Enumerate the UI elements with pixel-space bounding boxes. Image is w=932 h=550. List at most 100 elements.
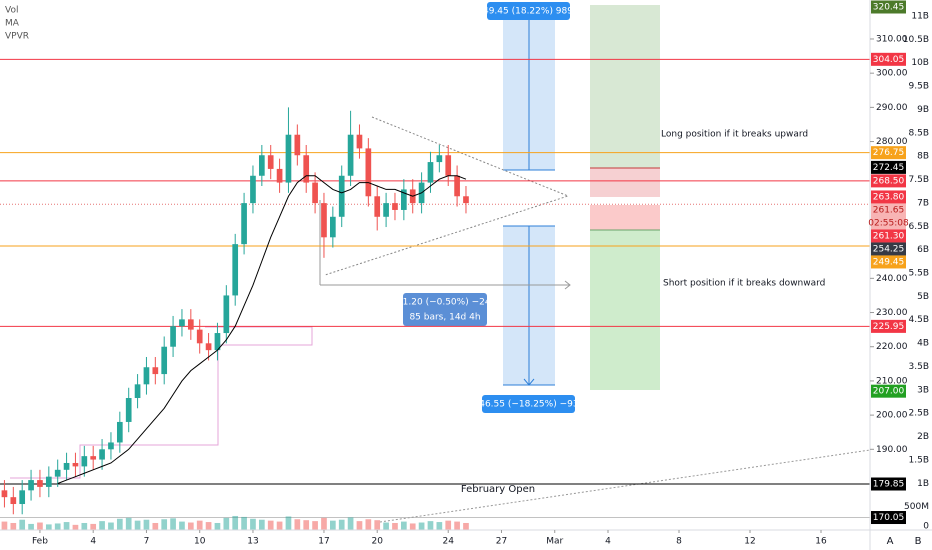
- y-tick-label: 240.00: [876, 274, 908, 284]
- candle-body: [81, 456, 88, 467]
- price-badge: [871, 0, 906, 14]
- axis-button[interactable]: A: [887, 536, 894, 547]
- volume-bar: [179, 521, 185, 530]
- short-stop: [590, 205, 660, 230]
- y-tick-label: 190.00: [876, 445, 908, 455]
- trend-line: [379, 449, 871, 523]
- y2-tick-label: 8.5B: [909, 128, 930, 138]
- long-stop: [590, 168, 660, 197]
- y2-tick-label: 2.5B: [909, 409, 930, 419]
- y2-tick-label: 9.5B: [909, 82, 930, 92]
- volume-bar: [356, 521, 363, 530]
- candle-body: [294, 134, 301, 156]
- y-tick-label: 230.00: [876, 308, 908, 318]
- candle-body: [427, 162, 434, 183]
- y-tick-label: 310.00: [876, 34, 908, 44]
- volume-bar: [463, 522, 469, 530]
- y2-tick-label: 3B: [917, 385, 929, 395]
- price-badge-label: 268.50: [873, 176, 905, 186]
- y2-tick-label: 10B: [911, 58, 929, 68]
- volume-bar: [116, 518, 123, 530]
- price-badge-label: 304.05: [873, 55, 905, 65]
- volume-bar: [276, 521, 283, 530]
- volume-bar: [10, 522, 17, 530]
- candle-body: [436, 155, 443, 163]
- candle-body: [28, 480, 34, 491]
- y2-tick-label: 4B: [917, 339, 929, 349]
- volume-bar: [143, 519, 150, 530]
- price-badge: [871, 174, 906, 188]
- axis-button[interactable]: B: [915, 536, 922, 547]
- candles: [1, 107, 469, 530]
- price-badge-label: 254.25: [873, 244, 905, 254]
- price-badge: [871, 52, 906, 66]
- measure-down-label-box: [482, 395, 575, 413]
- y-tick-label: 210.00: [876, 376, 908, 386]
- volume-bar: [267, 520, 274, 530]
- candle-body: [1, 490, 8, 498]
- drawings: [10, 2, 871, 523]
- price-badge: [871, 319, 906, 333]
- volume-bar: [321, 517, 327, 530]
- levels: [0, 58, 870, 518]
- pink-trace: [10, 326, 313, 479]
- volume-bar: [1, 521, 8, 530]
- candle-body: [63, 462, 70, 470]
- candle-body: [463, 196, 469, 204]
- volume-bar: [436, 522, 443, 530]
- indicator-label: VPVR: [5, 32, 29, 42]
- range-label-box: [403, 293, 487, 326]
- y2-tick-label: 3.5B: [909, 362, 930, 372]
- y2-tick-label: 10.5B: [903, 35, 929, 45]
- candle-body: [116, 421, 123, 443]
- volume-bar: [401, 521, 407, 530]
- y2-tick-label: 500M: [904, 502, 929, 512]
- volume-bar: [285, 516, 292, 530]
- volume-bar: [241, 516, 247, 530]
- candle-body: [187, 319, 194, 330]
- candle-body: [19, 490, 26, 505]
- volume-bar: [134, 520, 141, 530]
- y2-tick-label: 8B: [917, 152, 929, 162]
- candle-body: [125, 398, 132, 422]
- price-badge-label: 170.05: [873, 513, 905, 523]
- x-tick-label: 17: [318, 537, 329, 547]
- candle-body: [179, 319, 185, 327]
- volume-bar: [45, 524, 52, 530]
- volume-bar: [108, 522, 114, 530]
- candle-body: [45, 476, 52, 487]
- candle-body: [161, 346, 168, 375]
- candle-body: [152, 367, 159, 375]
- y2-tick-label: 7B: [917, 198, 929, 208]
- arrow-head: [523, 378, 535, 386]
- candle-body: [223, 295, 230, 334]
- candle-body: [267, 155, 274, 169]
- price-badge: [871, 255, 906, 269]
- volume-bar: [232, 515, 239, 530]
- volume-bar: [90, 523, 97, 530]
- volume-bar: [445, 520, 452, 530]
- y2-tick-label: 7.5B: [909, 175, 930, 185]
- volume-bar: [81, 522, 88, 530]
- measure-down-label: −46.55 (−18.25%) −931: [472, 400, 585, 410]
- price-badge: [871, 160, 906, 174]
- volume-bar: [187, 522, 194, 530]
- price-badge: [871, 477, 906, 491]
- price-badge: [871, 242, 906, 256]
- x-tick-label: 13: [247, 537, 258, 547]
- volume-bar: [37, 522, 43, 530]
- price-badge-label: 225.95: [873, 322, 905, 332]
- price-badge: [871, 146, 906, 160]
- y2-tick-label: 9B: [917, 105, 929, 115]
- y2-tick-label: 5B: [917, 292, 929, 302]
- y-tick-label: 220.00: [876, 342, 908, 352]
- x-tick-label: Mar: [546, 537, 563, 547]
- y-tick-label: 290.00: [876, 103, 908, 113]
- y2-tick-label: 5.5B: [909, 268, 930, 278]
- measure-up-label-box: [487, 2, 570, 20]
- candle-body: [205, 343, 212, 351]
- volume-bar: [152, 522, 159, 530]
- x-tick-label: 4: [605, 537, 611, 547]
